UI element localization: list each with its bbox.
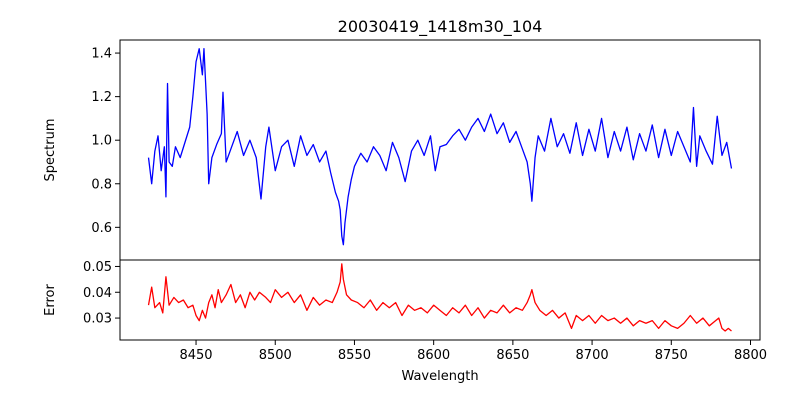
- spectrum-ytick-label: 0.6: [91, 221, 112, 236]
- error-ytick-label: 0.03: [83, 312, 112, 327]
- spectrum-ylabel: Spectrum: [43, 119, 58, 182]
- error-ylabel: Error: [43, 284, 58, 316]
- error-xtick-label: 8500: [259, 348, 292, 363]
- spectrum-axes: 0.6 0.8 1.0 1.2 1.4: [91, 47, 120, 236]
- error-xtick-label: 8750: [655, 348, 688, 363]
- error-xtick-label: 8650: [496, 348, 529, 363]
- error-xtick-label: 8550: [338, 348, 371, 363]
- spectrum-series-line: [147, 48, 733, 246]
- spectrum-ytick-label: 0.8: [91, 177, 112, 192]
- error-panel: 0.03 0.04 0.05 8450 8500 8550 8600 8650 8700 8750…: [43, 259, 767, 384]
- error-ytick-label: 0.04: [83, 286, 112, 301]
- error-xtick-label: 8700: [576, 348, 609, 363]
- spectrum-ytick-label: 1.4: [91, 47, 112, 62]
- error-axes: 0.03 0.04 0.05 8450 8500 8550 8600 8650 8700 8750…: [83, 260, 767, 363]
- spectrum-ytick-label: 1.2: [91, 90, 112, 105]
- error-frame: [119, 259, 761, 341]
- error-xtick-label: 8450: [179, 348, 212, 363]
- error-xtick-label: 8600: [417, 348, 450, 363]
- chart-title: 20030419_1418m30_104: [338, 17, 543, 37]
- error-ytick-label: 0.05: [83, 260, 112, 275]
- error-xtick-label: 8800: [734, 348, 767, 363]
- spectrum-ytick-label: 1.0: [91, 134, 112, 149]
- error-series-line: [147, 263, 732, 332]
- x-axis-label: Wavelength: [401, 369, 478, 384]
- spectrum-panel: 20030419_1418m30_104 0.6 0.8 1.0 1.2 1.4 Spe…: [43, 17, 761, 261]
